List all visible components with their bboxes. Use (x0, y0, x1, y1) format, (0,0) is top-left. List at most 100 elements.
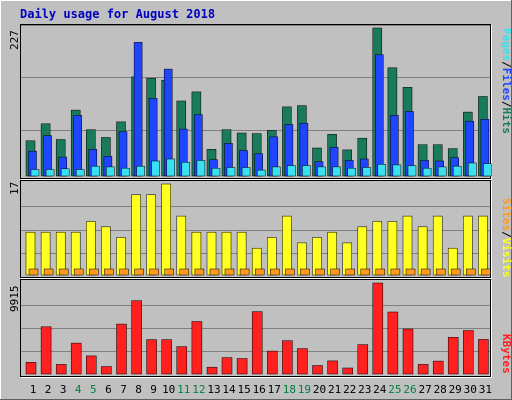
visits-bar-30 (463, 215, 473, 276)
pages-bar-1 (30, 169, 40, 177)
visits-bar-21 (327, 231, 337, 276)
kbytes-bar-16 (251, 311, 263, 375)
day-label-12: 12 (192, 383, 205, 396)
visits-bar-23 (357, 226, 368, 276)
pages-bar-8 (136, 165, 145, 177)
visits-bar-12 (191, 231, 202, 276)
visits-bar-9 (146, 194, 156, 276)
sites-bar-16 (254, 268, 265, 276)
kbytes-bar-15 (236, 358, 248, 375)
day-label-23: 23 (358, 383, 371, 396)
kbytes-bar-28 (432, 360, 444, 375)
sites-bar-4 (73, 268, 84, 276)
day-label-9: 9 (150, 383, 157, 396)
kbytes-bar-23 (357, 344, 369, 375)
visits-bar-1 (25, 231, 36, 276)
kbytes-legend: KBytes (500, 334, 512, 374)
kbytes-bar-3 (55, 364, 67, 375)
day-label-16: 16 (253, 383, 266, 396)
sites-bar-25 (390, 268, 401, 276)
day-label-26: 26 (403, 383, 416, 396)
legend-hits: Hits (500, 108, 512, 135)
pages-bar-16 (256, 169, 266, 177)
files-bar-4 (73, 115, 82, 177)
visits-ymax-label: 17 (8, 182, 21, 195)
kbytes-bar-7 (116, 323, 127, 375)
day-label-31: 31 (479, 383, 492, 396)
sites-bar-12 (194, 268, 205, 276)
visits-bar-25 (387, 221, 398, 276)
kbytes-bar-8 (131, 300, 142, 375)
day-label-2: 2 (45, 383, 52, 396)
day-label-1: 1 (30, 383, 37, 396)
pages-bar-18 (287, 165, 296, 177)
sites-bar-21 (330, 268, 340, 276)
sites-bar-29 (450, 268, 461, 276)
pages-bar-3 (60, 168, 70, 177)
kbytes-bar-17 (267, 350, 278, 375)
sites-bar-26 (405, 268, 416, 276)
kbytes-bar-2 (40, 326, 52, 375)
legend-files: Files (500, 68, 512, 101)
kbytes-bar-1 (25, 362, 37, 375)
pages-bar-5 (91, 165, 100, 177)
day-label-28: 28 (434, 383, 447, 396)
hits-bars (25, 27, 492, 177)
pages-bar-30 (468, 162, 477, 177)
sites-bar-30 (466, 268, 476, 276)
day-label-13: 13 (207, 383, 220, 396)
pages-bar-31 (483, 163, 492, 177)
visits-bar-14 (221, 231, 232, 276)
pages-bar-10 (166, 158, 175, 177)
pages-bar-26 (407, 165, 417, 177)
legend-sep-2: / (500, 101, 512, 108)
pages-bar-11 (181, 162, 191, 177)
legend-sep-3: / (500, 231, 512, 238)
files-bar-8 (133, 42, 143, 177)
kbytes-bar-20 (312, 365, 323, 375)
kbytes-bar-29 (447, 337, 459, 375)
day-label-19: 19 (298, 383, 311, 396)
pages-bar-6 (106, 166, 115, 177)
kbytes-bar-9 (146, 339, 157, 375)
visits-bar-24 (372, 221, 383, 276)
legend-sep-1: / (500, 61, 512, 68)
visits-bar-5 (86, 221, 96, 276)
pages-bar-7 (121, 167, 130, 177)
pages-bar-9 (151, 160, 160, 177)
kbytes-bar-19 (297, 348, 308, 375)
kbytes-bar-31 (478, 339, 489, 375)
kbytes-bar-22 (342, 367, 353, 375)
sites-bar-22 (345, 268, 355, 276)
day-label-25: 25 (388, 383, 401, 396)
sites-bar-31 (481, 268, 491, 276)
sites-bar-6 (104, 268, 114, 276)
day-label-21: 21 (328, 383, 341, 396)
hits-panel: 227 Pages/Files/Hits (8, 24, 512, 180)
visits-bar-28 (432, 215, 443, 276)
day-label-3: 3 (60, 383, 67, 396)
sites-bar-11 (179, 268, 190, 276)
day-label-22: 22 (343, 383, 356, 396)
sites-bar-28 (435, 268, 446, 276)
pages-bar-19 (302, 165, 311, 177)
hits-legend: Pages/Files/Hits (500, 28, 512, 134)
files-bar-24 (375, 54, 384, 177)
sites-bar-17 (270, 268, 280, 276)
svg-text:Sites/Visits: Sites/Visits (500, 198, 512, 278)
pages-bar-4 (75, 169, 85, 177)
sites-bar-27 (420, 268, 431, 276)
day-label-14: 14 (222, 383, 236, 396)
legend-pages: Pages (500, 28, 512, 61)
pages-bar-12 (196, 160, 206, 177)
hits-ymax-label: 227 (8, 30, 21, 50)
visits-bar-2 (40, 231, 51, 276)
day-label-4: 4 (75, 383, 82, 396)
pages-bar-13 (211, 167, 221, 177)
visits-bar-11 (176, 215, 187, 276)
kbytes-bar-13 (206, 366, 218, 375)
visits-bar-26 (402, 215, 413, 276)
visits-bar-13 (206, 231, 217, 276)
sites-bar-20 (315, 268, 325, 276)
day-label-17: 17 (268, 383, 281, 396)
